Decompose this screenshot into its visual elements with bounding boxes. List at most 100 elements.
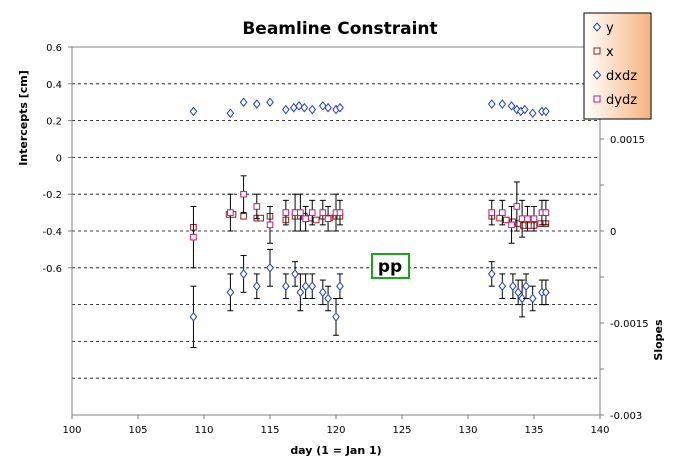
dxdz-point xyxy=(226,287,235,298)
y-left-tick-label: 0 xyxy=(56,153,62,164)
dydz-point xyxy=(542,209,550,216)
legend-item-dydz: dydz xyxy=(593,93,637,108)
dxdz-point xyxy=(252,281,261,292)
y-left-tick-label: -0.4 xyxy=(42,227,62,238)
dydz-point xyxy=(240,190,247,198)
dxdz-point xyxy=(522,281,530,292)
dydz-point xyxy=(319,209,327,216)
dxdz-point xyxy=(308,281,317,292)
dxdz-point xyxy=(324,293,332,304)
dxdz-point xyxy=(332,312,340,322)
dxdz-point xyxy=(239,269,248,279)
y-axis-left-label: Intercepts [cm] xyxy=(17,70,30,166)
dydz-point xyxy=(282,209,290,216)
y-axis-right-label: Slopes xyxy=(652,319,665,361)
y-point xyxy=(487,99,496,109)
x-tick-label: 115 xyxy=(260,425,279,436)
x-tick-label: 135 xyxy=(524,425,543,436)
dxdz-point xyxy=(318,287,327,298)
dydz-point xyxy=(530,215,538,223)
pp-annotation: pp xyxy=(371,253,410,279)
dydz-point xyxy=(518,215,526,223)
legend-item-dxdz: dxdz xyxy=(592,69,637,84)
y-left-tick-label: 0.6 xyxy=(46,43,62,54)
x-point xyxy=(537,220,544,227)
y-point xyxy=(528,108,537,119)
dydz-point xyxy=(488,209,496,216)
dxdz-point xyxy=(291,269,299,279)
y-point xyxy=(281,104,290,115)
y-point xyxy=(239,97,248,108)
legend-marker xyxy=(592,22,602,32)
y-right-tick-label: -0.0015 xyxy=(610,319,649,330)
dydz-point xyxy=(524,215,531,223)
dydz-point xyxy=(308,209,316,216)
legend-marker xyxy=(593,47,601,55)
legend-item-x: x xyxy=(593,45,614,60)
dxdz-point xyxy=(528,293,537,304)
y-point xyxy=(520,104,529,115)
legend-item-y: y xyxy=(592,21,614,36)
x-tick-label: 105 xyxy=(128,425,147,436)
x-tick-label: 100 xyxy=(62,425,81,436)
legend-label: x xyxy=(606,45,614,60)
dydz-point xyxy=(302,215,309,223)
legend-marker xyxy=(593,95,601,103)
y-point xyxy=(498,99,507,109)
y-left-tick-label: 0.2 xyxy=(46,117,62,128)
y-point xyxy=(189,106,198,117)
dxdz-point xyxy=(498,281,507,292)
x-axis: 100 105 110 115 120 125 130 135 140 xyxy=(62,415,610,436)
legend: yx dxdz dydz xyxy=(583,12,652,120)
y-point xyxy=(507,101,516,111)
dxdz-point xyxy=(509,281,517,292)
dxdz-point xyxy=(518,293,526,304)
dxdz-point xyxy=(487,269,496,279)
y-axis-left: 0.6 0.4 0.2 0 -0.2 -0.4 -0.6 xyxy=(42,43,72,275)
x-tick-label: 110 xyxy=(194,425,213,436)
annotation-label: pp xyxy=(378,257,402,277)
dxdz-point xyxy=(514,287,523,298)
dydz-point xyxy=(499,209,506,216)
dxdz-point xyxy=(542,287,550,298)
dydz-point xyxy=(266,221,274,229)
dydz-point xyxy=(190,233,197,241)
y-point xyxy=(336,102,344,113)
legend-marker xyxy=(592,70,602,80)
y-point xyxy=(542,106,550,117)
y-point xyxy=(300,102,309,113)
dydz-point xyxy=(336,209,344,216)
y-point xyxy=(324,102,332,113)
legend-label: dxdz xyxy=(606,69,637,84)
x-point xyxy=(520,222,527,229)
chart-title: Beamline Constraint xyxy=(242,19,437,39)
x-tick-label: 125 xyxy=(392,425,411,436)
x-tick-label: 140 xyxy=(590,425,609,436)
x-point xyxy=(312,216,320,224)
x-tick-label: 130 xyxy=(458,425,477,436)
x-point xyxy=(257,214,265,222)
x-point xyxy=(240,212,247,220)
x-point xyxy=(525,222,533,229)
dydz-point xyxy=(513,203,521,210)
dxdz-point xyxy=(301,281,310,292)
legend-label: y xyxy=(606,21,614,36)
annotation-box xyxy=(371,253,410,279)
dxdz-point xyxy=(266,262,274,273)
y-left-tick-label: -0.2 xyxy=(42,190,62,201)
dydz-point xyxy=(227,209,234,216)
y-point xyxy=(266,97,274,108)
x-tick-label: 120 xyxy=(326,425,345,436)
x-point xyxy=(496,214,503,222)
y-right-tick-label: 0.0015 xyxy=(610,135,645,146)
y-point xyxy=(252,99,261,109)
y-right-tick-label: 0 xyxy=(610,227,616,238)
dydz-point xyxy=(324,215,332,223)
dxdz-point xyxy=(336,281,344,292)
dydz-point xyxy=(291,209,299,216)
dydz-point xyxy=(297,209,304,216)
y-point xyxy=(308,104,317,115)
y-right-tick-label: -0.003 xyxy=(610,411,642,422)
dxdz-point xyxy=(281,281,290,292)
